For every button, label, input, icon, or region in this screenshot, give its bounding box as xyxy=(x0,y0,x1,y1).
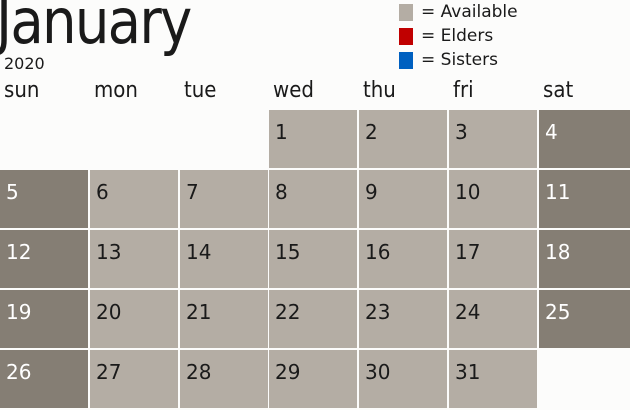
weekday-sat: sat xyxy=(543,78,574,103)
day-cell[interactable]: 25 xyxy=(539,290,630,348)
day-cell[interactable]: 23 xyxy=(359,290,447,348)
day-cell[interactable]: 29 xyxy=(269,350,357,408)
day-cell[interactable]: 8 xyxy=(269,170,357,228)
day-cell[interactable]: 3 xyxy=(449,110,537,168)
elders-swatch xyxy=(399,27,413,45)
day-cell[interactable]: 31 xyxy=(449,350,537,408)
day-cell[interactable]: 22 xyxy=(269,290,357,348)
day-cell[interactable]: 14 xyxy=(180,230,268,288)
legend-label: = Elders xyxy=(421,26,494,46)
month-title: January xyxy=(0,0,192,58)
weekday-thu: thu xyxy=(363,78,396,103)
legend: = Available = Elders = Sisters xyxy=(399,0,518,72)
legend-available: = Available xyxy=(399,0,518,24)
legend-label: = Available xyxy=(421,2,518,22)
legend-sisters: = Sisters xyxy=(399,48,518,72)
day-cell[interactable]: 10 xyxy=(449,170,537,228)
weekday-fri: fri xyxy=(453,78,474,103)
day-cell[interactable]: 9 xyxy=(359,170,447,228)
day-cell[interactable]: 12 xyxy=(0,230,88,288)
day-cell[interactable]: 15 xyxy=(269,230,357,288)
day-cell[interactable]: 13 xyxy=(90,230,178,288)
day-cell[interactable]: 5 xyxy=(0,170,88,228)
available-swatch xyxy=(399,3,413,21)
day-cell[interactable]: 30 xyxy=(359,350,447,408)
day-cell[interactable]: 26 xyxy=(0,350,88,408)
day-cell[interactable]: 16 xyxy=(359,230,447,288)
weekday-tue: tue xyxy=(184,78,217,103)
day-cell[interactable]: 4 xyxy=(539,110,630,168)
day-cell[interactable]: 24 xyxy=(449,290,537,348)
day-cell[interactable]: 17 xyxy=(449,230,537,288)
sisters-swatch xyxy=(399,51,413,69)
day-cell[interactable]: 19 xyxy=(0,290,88,348)
day-cell[interactable]: 7 xyxy=(180,170,268,228)
weekday-wed: wed xyxy=(273,78,314,103)
day-cell[interactable]: 11 xyxy=(539,170,630,228)
legend-elders: = Elders xyxy=(399,24,518,48)
day-cell[interactable]: 1 xyxy=(269,110,357,168)
weekday-sun: sun xyxy=(4,78,40,103)
day-cell[interactable]: 2 xyxy=(359,110,447,168)
day-cell[interactable]: 20 xyxy=(90,290,178,348)
weekday-mon: mon xyxy=(94,78,138,103)
day-cell[interactable]: 21 xyxy=(180,290,268,348)
day-cell[interactable]: 28 xyxy=(180,350,268,408)
day-cell[interactable]: 6 xyxy=(90,170,178,228)
legend-label: = Sisters xyxy=(421,50,498,70)
day-cell[interactable]: 18 xyxy=(539,230,630,288)
day-cell[interactable]: 27 xyxy=(90,350,178,408)
year-label: 2020 xyxy=(4,54,45,73)
